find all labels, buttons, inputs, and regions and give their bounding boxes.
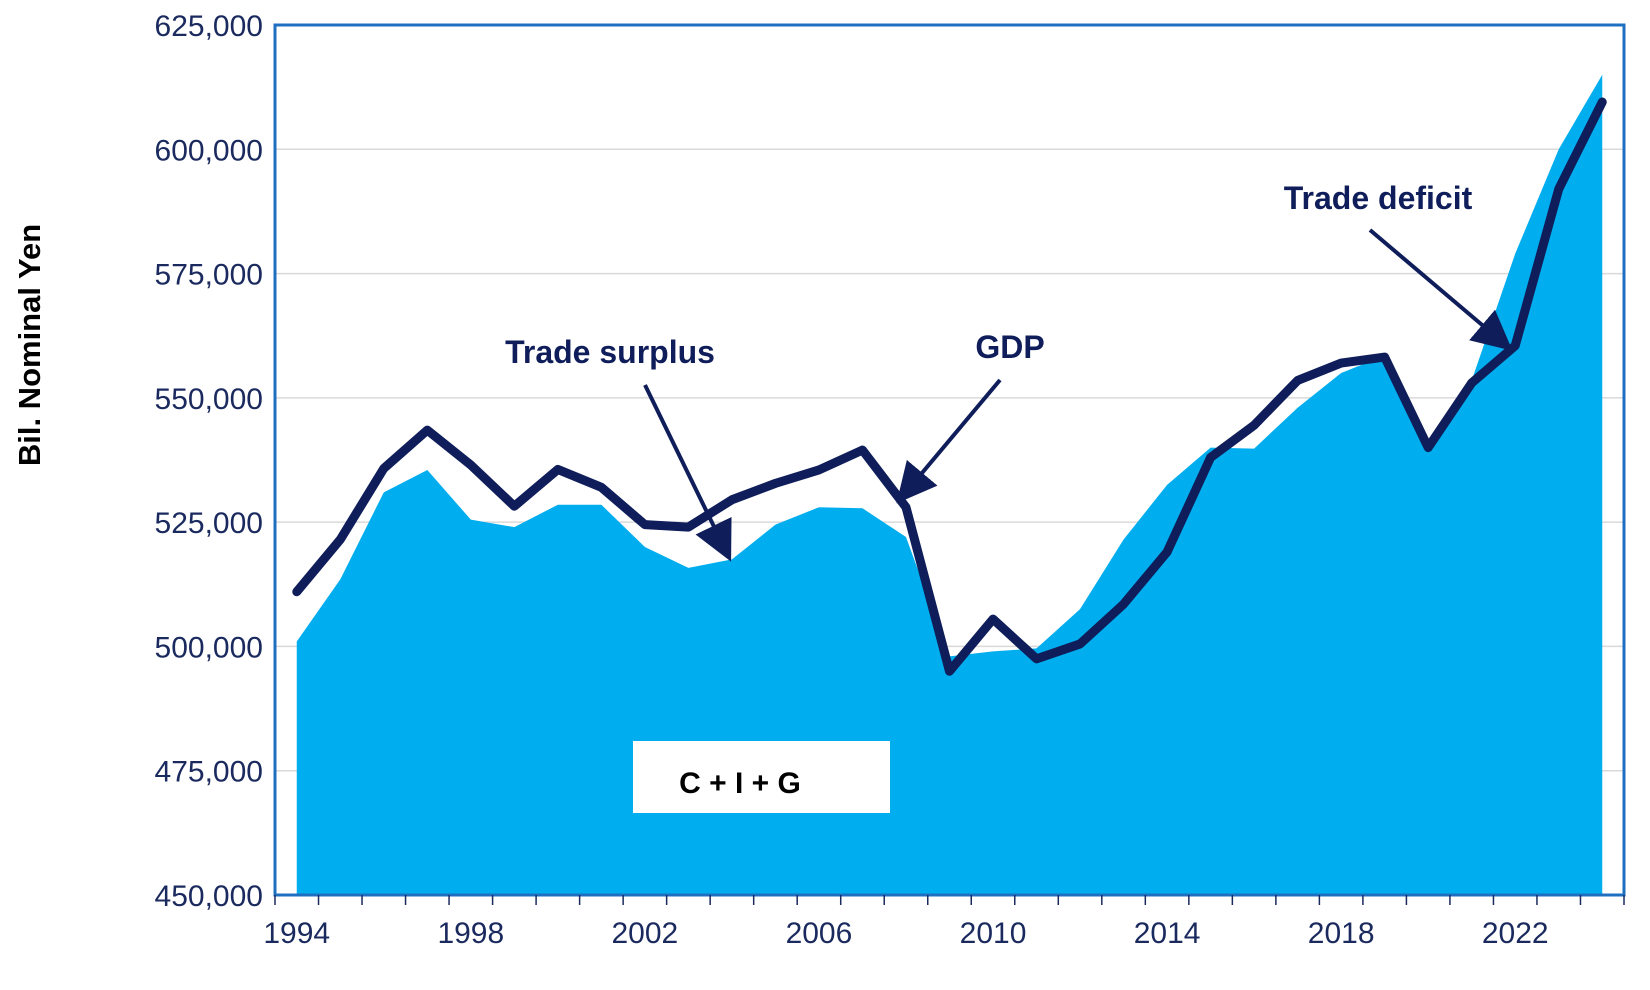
x-tick-label-0: 1994 bbox=[263, 917, 330, 950]
x-axis-tick-marks bbox=[274, 895, 1625, 905]
x-tick-label-5: 2014 bbox=[1134, 917, 1201, 950]
y-tick-label-0: 450,000 bbox=[155, 880, 263, 913]
annotation-label-2: Trade deficit bbox=[1284, 180, 1473, 216]
area-c-i-g bbox=[296, 74, 1603, 895]
annotation-arrow-0 bbox=[643, 384, 732, 562]
annotation-label-0: Trade surplus bbox=[505, 334, 715, 370]
annotation-label-1: GDP bbox=[975, 329, 1044, 365]
x-tick-label-4: 2010 bbox=[960, 917, 1027, 950]
x-axis-tick-labels: 1994 1998 2002 2006 2010 2014 2018 2022 bbox=[263, 917, 1548, 950]
x-tick-label-2: 2002 bbox=[612, 917, 679, 950]
cig-box-label: C + I + G bbox=[679, 767, 801, 800]
y-axis-tick-labels: 450,000 475,000 500,000 525,000 550,000 575,0… bbox=[155, 10, 263, 913]
y-tick-label-1: 475,000 bbox=[155, 756, 263, 789]
y-tick-label-2: 500,000 bbox=[155, 631, 263, 664]
annotations: Trade surplus GDP Trade deficit bbox=[505, 180, 1513, 562]
x-tick-label-1: 1998 bbox=[437, 917, 504, 950]
y-tick-label-6: 600,000 bbox=[155, 134, 263, 167]
x-tick-label-6: 2018 bbox=[1308, 917, 1375, 950]
area-series-layer bbox=[296, 74, 1603, 895]
y-tick-label-5: 575,000 bbox=[155, 259, 263, 292]
y-tick-label-3: 525,000 bbox=[155, 507, 263, 540]
x-tick-label-7: 2022 bbox=[1482, 917, 1549, 950]
annotation-arrow-1 bbox=[896, 378, 1002, 504]
plot-frame bbox=[273, 23, 1626, 897]
cig-box: C + I + G bbox=[633, 741, 890, 813]
annotation-arrow-2 bbox=[1368, 228, 1513, 351]
line-gdp bbox=[292, 97, 1607, 676]
cig-box-background bbox=[633, 741, 890, 813]
y-tick-label-7: 625,000 bbox=[155, 10, 263, 43]
x-tick-label-3: 2006 bbox=[786, 917, 853, 950]
y-tick-label-4: 550,000 bbox=[155, 383, 263, 416]
line-series-layer bbox=[292, 97, 1607, 676]
y-axis-label: Bil. Nominal Yen bbox=[12, 224, 47, 466]
